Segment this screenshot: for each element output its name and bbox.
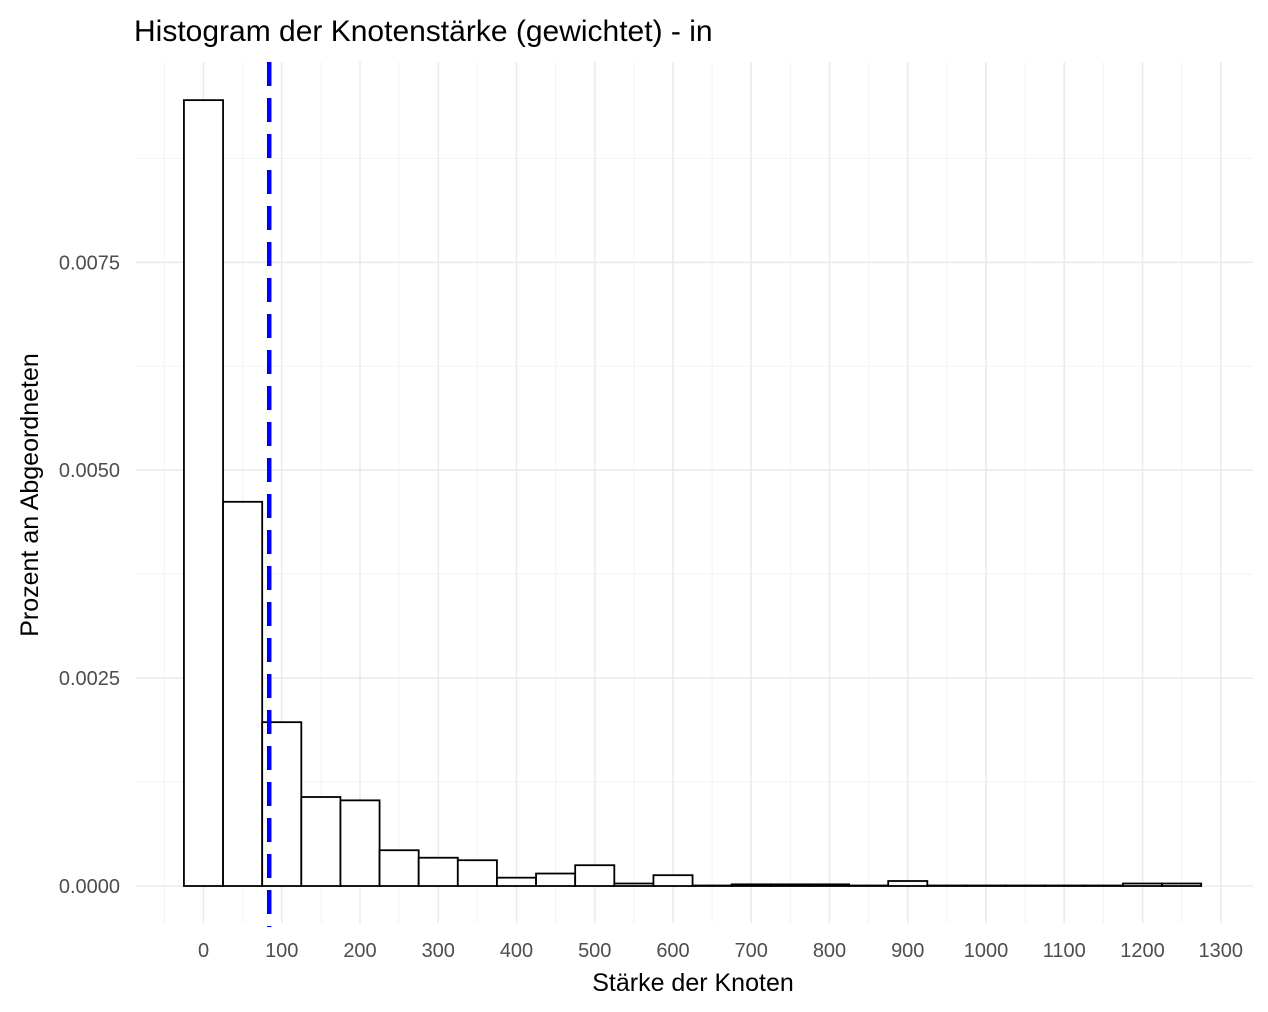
- histogram-bar: [1004, 884, 1046, 887]
- histogram-bar: [1043, 884, 1085, 887]
- histogram-bar: [887, 880, 929, 887]
- histogram-bar: [535, 872, 577, 887]
- histogram-bar: [300, 796, 342, 887]
- histogram-bar: [652, 874, 694, 887]
- histogram-bar: [378, 849, 420, 887]
- x-tick-label: 400: [500, 940, 533, 962]
- y-tick-label: 0.0050: [59, 460, 120, 482]
- grid-lines: [136, 62, 1253, 923]
- histogram-bar: [222, 500, 264, 887]
- histogram-bar: [613, 882, 655, 887]
- x-tick-label: 600: [656, 940, 689, 962]
- histogram-bar: [574, 864, 616, 887]
- x-tick-label: 1000: [964, 940, 1009, 962]
- x-tick-label: 700: [735, 940, 768, 962]
- x-tick-label: 200: [343, 940, 376, 962]
- histogram-bar: [1161, 882, 1203, 887]
- x-tick-label: 1100: [1043, 940, 1086, 962]
- y-axis-ticks: 0.0000 0.0025 0.0050 0.0075: [59, 252, 120, 898]
- chart-title: Histogram der Knotenstärke (gewichtet) -…: [134, 15, 713, 48]
- x-tick-label: 1200: [1120, 940, 1165, 962]
- histogram-bar: [1082, 884, 1124, 887]
- histogram-bar: [339, 799, 381, 887]
- y-tick-label: 0.0000: [59, 876, 120, 898]
- histogram-bar: [691, 884, 733, 887]
- histogram-bar: [183, 99, 224, 887]
- histogram-bar: [848, 884, 890, 887]
- histogram-bar: [456, 859, 498, 887]
- x-tick-label: 500: [578, 940, 611, 962]
- x-tick-label: 900: [891, 940, 924, 962]
- x-axis-title: Stärke der Knoten: [592, 969, 794, 997]
- histogram-bar: [730, 883, 772, 887]
- y-tick-label: 0.0075: [59, 252, 120, 274]
- histogram-bar: [496, 876, 537, 887]
- x-tick-label: 800: [813, 940, 846, 962]
- y-axis-title: Prozent an Abgeordneten: [16, 353, 44, 637]
- x-axis-ticks: 0 100 200 300 400 500 600 700 800 900 1000 1100 1200…: [198, 940, 1243, 962]
- histogram-bar: [417, 856, 459, 887]
- x-tick-label: 100: [265, 940, 298, 962]
- histogram-bar: [1122, 882, 1163, 887]
- histogram-bars: [183, 99, 1203, 887]
- histogram-bar: [926, 884, 968, 887]
- histogram-bar: [769, 883, 811, 887]
- x-tick-label: 0: [198, 940, 209, 962]
- histogram-bar: [965, 884, 1007, 887]
- y-tick-label: 0.0025: [59, 668, 120, 690]
- x-tick-label: 1300: [1199, 940, 1244, 962]
- x-tick-label: 300: [422, 940, 455, 962]
- histogram-bar: [809, 883, 850, 887]
